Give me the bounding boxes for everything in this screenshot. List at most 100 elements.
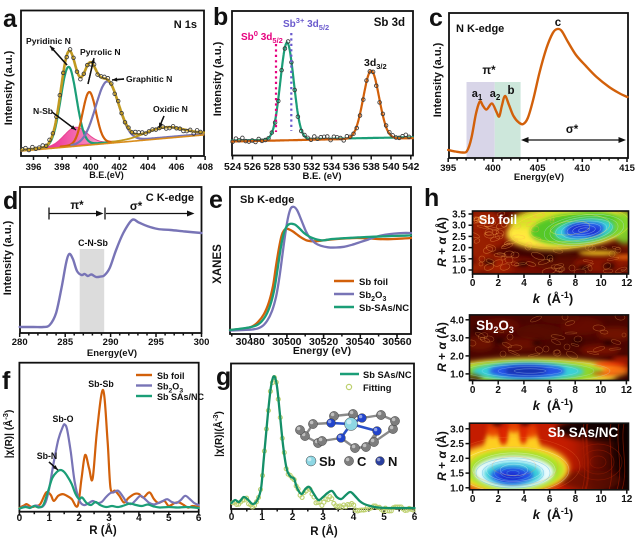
svg-text:280: 280 xyxy=(12,337,28,348)
svg-text:542: 542 xyxy=(402,162,419,173)
svg-text:Energy(eV): Energy(eV) xyxy=(87,348,137,359)
svg-text:30520: 30520 xyxy=(309,336,338,348)
svg-text:532: 532 xyxy=(303,162,320,173)
svg-text:B.E.(eV): B.E.(eV) xyxy=(89,170,124,180)
svg-text:1.5: 1.5 xyxy=(450,469,464,480)
svg-text:a1: a1 xyxy=(472,88,483,102)
svg-text:6: 6 xyxy=(547,385,553,396)
svg-text:Intensity (a.u.): Intensity (a.u.) xyxy=(432,42,444,117)
svg-text:528: 528 xyxy=(264,162,281,173)
svg-text:3.5: 3.5 xyxy=(452,210,466,221)
svg-text:410: 410 xyxy=(574,163,590,174)
svg-text:400: 400 xyxy=(83,162,99,173)
svg-text:N 1s: N 1s xyxy=(174,19,197,31)
svg-text:N: N xyxy=(388,454,397,469)
svg-text:Sb-N: Sb-N xyxy=(37,451,58,461)
svg-text:Sb 3d: Sb 3d xyxy=(374,17,405,29)
svg-text:Pyridinic N: Pyridinic N xyxy=(26,36,71,46)
svg-text:295: 295 xyxy=(148,337,165,348)
svg-text:Intensity (a.u.): Intensity (a.u.) xyxy=(212,41,224,116)
svg-text:1: 1 xyxy=(47,513,53,524)
svg-text:Sb foil: Sb foil xyxy=(359,277,388,288)
svg-text:C: C xyxy=(357,454,367,469)
svg-text:R + α (Å): R + α (Å) xyxy=(434,322,449,372)
svg-text:R (Å): R (Å) xyxy=(89,524,117,537)
svg-text:4: 4 xyxy=(521,278,527,289)
svg-text:0: 0 xyxy=(229,512,235,523)
svg-text:534: 534 xyxy=(323,162,340,173)
svg-text:2: 2 xyxy=(496,494,502,505)
svg-text:10: 10 xyxy=(595,385,607,396)
svg-text:12: 12 xyxy=(621,385,633,396)
svg-text:2.0: 2.0 xyxy=(450,351,464,362)
svg-text:300: 300 xyxy=(194,337,210,348)
svg-text:6: 6 xyxy=(547,494,553,505)
svg-text:8: 8 xyxy=(573,278,579,289)
svg-text:f: f xyxy=(2,367,11,395)
svg-text:4: 4 xyxy=(351,512,357,523)
svg-text:408: 408 xyxy=(197,162,213,173)
svg-text:Sb: Sb xyxy=(319,454,336,469)
svg-text:XANES: XANES xyxy=(212,244,224,284)
svg-text:538: 538 xyxy=(363,162,380,173)
svg-text:290: 290 xyxy=(103,337,119,348)
svg-text:C K-edge: C K-edge xyxy=(146,192,194,204)
svg-text:2: 2 xyxy=(76,513,82,524)
svg-text:N K-edge: N K-edge xyxy=(456,23,504,35)
svg-text:1.0: 1.0 xyxy=(450,369,464,380)
svg-text:2.0: 2.0 xyxy=(450,454,464,465)
svg-text:404: 404 xyxy=(140,162,157,173)
svg-text:1: 1 xyxy=(259,512,265,523)
svg-text:Sb-SAs/NC: Sb-SAs/NC xyxy=(359,303,409,314)
svg-text:R (Å): R (Å) xyxy=(310,525,338,538)
svg-text:524: 524 xyxy=(224,162,241,173)
svg-text:8: 8 xyxy=(572,385,578,396)
svg-text:B.E. (eV): B.E. (eV) xyxy=(302,171,341,182)
svg-text:Sb2O3: Sb2O3 xyxy=(476,318,514,335)
svg-text:1.5: 1.5 xyxy=(452,254,466,265)
svg-text:2.5: 2.5 xyxy=(450,439,464,450)
svg-text:405: 405 xyxy=(530,163,547,174)
svg-text:a: a xyxy=(3,5,18,33)
svg-text:Pyrrolic N: Pyrrolic N xyxy=(80,47,121,57)
svg-text:530: 530 xyxy=(283,162,300,173)
svg-text:285: 285 xyxy=(57,337,74,348)
svg-text:Sb K-edge: Sb K-edge xyxy=(240,194,294,206)
svg-text:π*: π* xyxy=(70,200,84,212)
svg-text:400: 400 xyxy=(485,163,501,174)
svg-text:σ*: σ* xyxy=(130,201,143,213)
svg-text:3: 3 xyxy=(106,513,112,524)
svg-text:3.0: 3.0 xyxy=(452,221,466,232)
svg-text:0: 0 xyxy=(470,385,476,396)
svg-text:4: 4 xyxy=(136,513,142,524)
svg-text:Sb SAs/NC: Sb SAs/NC xyxy=(157,392,205,402)
svg-text:30500: 30500 xyxy=(272,336,301,348)
svg-text:396: 396 xyxy=(26,162,42,173)
svg-text:Graphitic N: Graphitic N xyxy=(126,74,172,84)
svg-text:Sb0 3d5/2: Sb0 3d5/2 xyxy=(241,29,283,45)
svg-text:Fitting: Fitting xyxy=(363,383,392,393)
svg-text:|χ(R)|(Å-3): |χ(R)|(Å-3) xyxy=(211,411,225,457)
svg-text:4.0: 4.0 xyxy=(450,315,464,326)
svg-text:406: 406 xyxy=(169,162,185,173)
svg-text:3.0: 3.0 xyxy=(450,333,464,344)
svg-text:Sb-Sb: Sb-Sb xyxy=(88,379,114,389)
svg-text:Sb foil: Sb foil xyxy=(479,213,517,227)
svg-text:30560: 30560 xyxy=(382,336,411,348)
svg-text:4: 4 xyxy=(521,385,527,396)
svg-text:|χ(R)| (Å-3): |χ(R)| (Å-3) xyxy=(1,410,15,459)
svg-text:Sb-O: Sb-O xyxy=(52,414,73,424)
svg-text:4: 4 xyxy=(521,494,527,505)
svg-text:Sb3+ 3d5/2: Sb3+ 3d5/2 xyxy=(283,16,329,32)
svg-text:0: 0 xyxy=(470,494,476,505)
svg-text:6: 6 xyxy=(547,278,553,289)
svg-text:c: c xyxy=(555,17,562,29)
svg-text:2.5: 2.5 xyxy=(452,232,466,243)
svg-text:415: 415 xyxy=(619,163,636,174)
svg-text:Intensity (a.u.): Intensity (a.u.) xyxy=(2,220,14,295)
svg-text:5: 5 xyxy=(381,512,387,523)
svg-text:Energy (eV): Energy (eV) xyxy=(293,345,351,357)
svg-text:398: 398 xyxy=(54,162,70,173)
svg-text:b: b xyxy=(507,85,514,97)
svg-text:Sb2O3: Sb2O3 xyxy=(157,381,183,394)
